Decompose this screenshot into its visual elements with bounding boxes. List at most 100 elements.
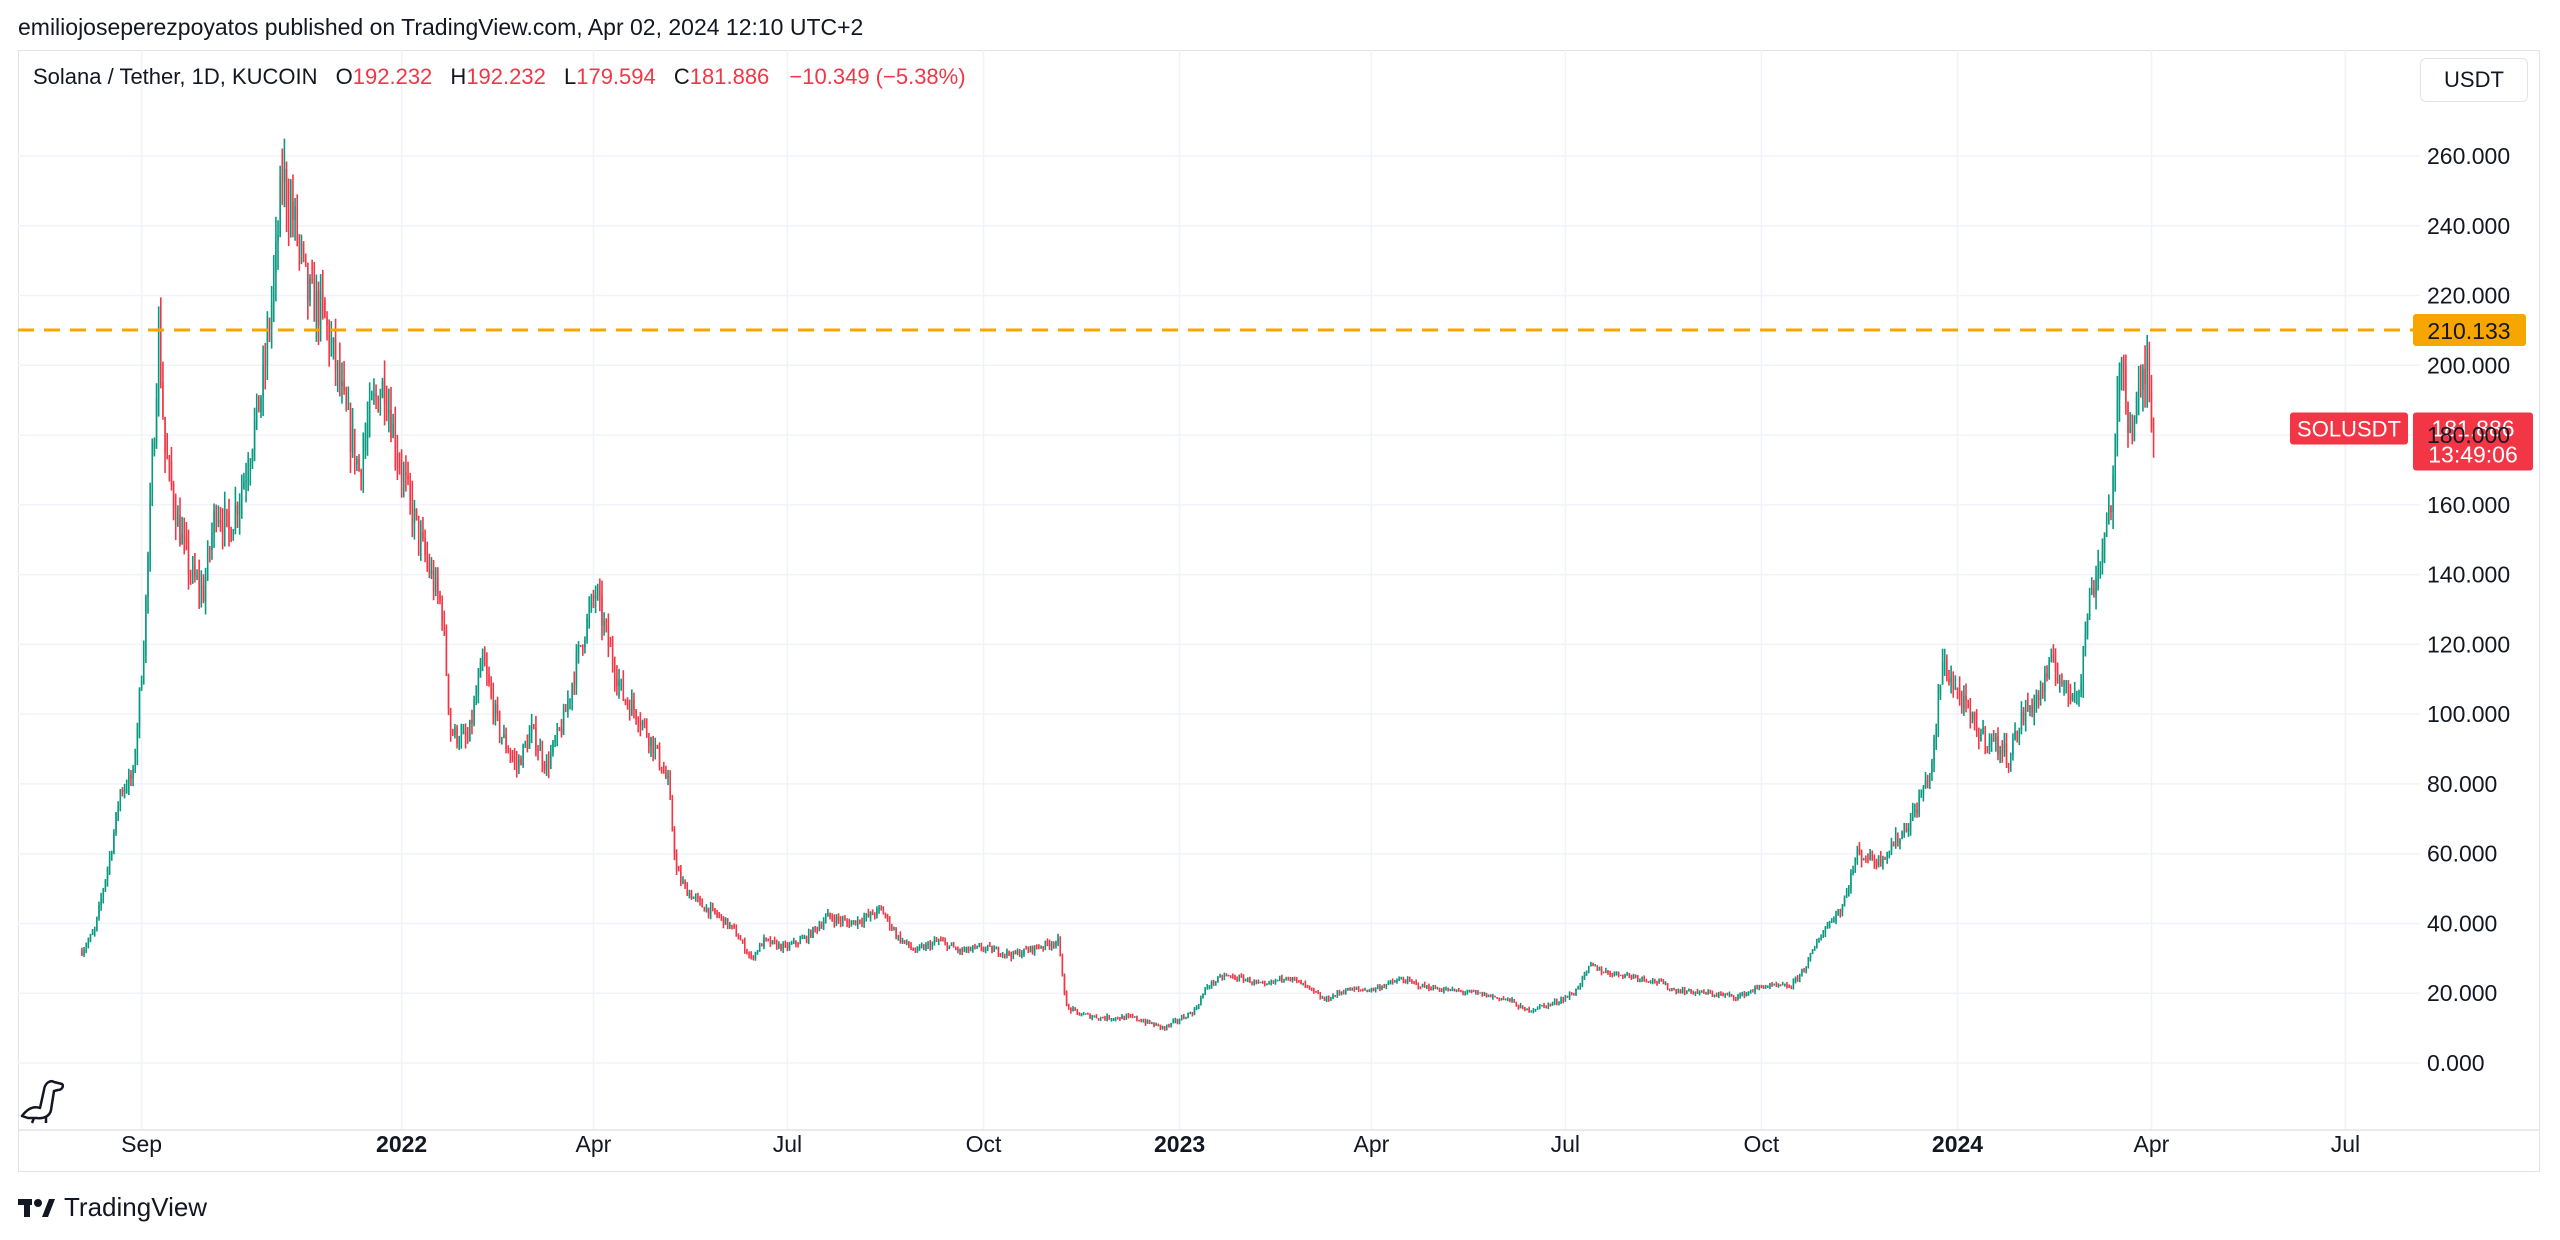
candle-body	[1854, 860, 1856, 871]
candle-body	[569, 699, 571, 701]
candle-body	[663, 772, 665, 774]
x-tick-label: Sep	[121, 1131, 162, 1157]
candle-body	[1270, 981, 1272, 984]
candle-body	[748, 953, 750, 955]
legend-change: −10.349 (−5.38%)	[789, 64, 966, 89]
dino-icon[interactable]	[18, 1070, 68, 1124]
candle-body	[1355, 988, 1358, 990]
candle-body	[648, 735, 650, 747]
candle-body	[1072, 1008, 1074, 1011]
candle-body	[1181, 1016, 1183, 1021]
candle-body	[1539, 1005, 1541, 1009]
candle-body	[1679, 990, 1682, 993]
candle-body	[660, 767, 663, 773]
candle-body	[492, 693, 494, 717]
candle-body	[1837, 911, 1839, 915]
candle-body	[1784, 984, 1786, 986]
candle-body	[136, 727, 139, 756]
candle-body	[268, 328, 271, 330]
candle-body	[1334, 995, 1336, 997]
candle-body	[814, 927, 816, 929]
candle-body	[1620, 975, 1622, 977]
candle-body	[153, 443, 156, 455]
candle-body	[1136, 1016, 1138, 1021]
candle-body	[1856, 849, 1859, 861]
candle-body	[1332, 995, 1334, 999]
candle-body	[1875, 862, 1878, 866]
candle-body	[2118, 370, 2121, 399]
candle-body	[750, 954, 752, 957]
candle-body	[1547, 1003, 1549, 1008]
level-price-tag-bg	[2413, 313, 2526, 346]
candle-body	[550, 752, 552, 768]
candle-body	[1931, 761, 1933, 774]
candle-body	[1575, 988, 1577, 995]
tradingview-logo[interactable]: TradingView	[18, 1192, 207, 1223]
candle-body	[597, 590, 599, 595]
candle-body	[784, 943, 786, 945]
candle-body	[920, 946, 923, 948]
candle-body	[558, 728, 561, 730]
candle-body	[1978, 733, 1980, 742]
candle-body	[1157, 1023, 1159, 1025]
candle-body	[2133, 421, 2136, 441]
candle-body	[991, 946, 993, 952]
candle-body	[592, 596, 595, 599]
candle-body	[959, 949, 961, 952]
candle-body	[488, 674, 490, 684]
candle-body	[599, 590, 601, 596]
candle-body	[183, 533, 185, 537]
candle-body	[490, 683, 492, 694]
legend-high-label: H	[450, 64, 467, 89]
candle-body	[1121, 1016, 1123, 1020]
currency-button[interactable]: USDT	[2420, 58, 2528, 102]
candle-body	[1187, 1013, 1189, 1019]
candle-body	[1564, 996, 1567, 1001]
candle-body	[746, 951, 748, 954]
candle-body	[997, 948, 1000, 955]
candle-body	[1108, 1015, 1110, 1020]
candle-body	[1694, 991, 1697, 994]
candle-body	[270, 301, 273, 329]
candle-body	[1392, 981, 1394, 983]
candle-body	[1212, 981, 1215, 984]
candle-body	[2027, 704, 2029, 710]
candle-body	[168, 458, 171, 461]
candle-body	[942, 940, 944, 942]
candle-body	[1140, 1020, 1142, 1022]
candle-body	[2050, 655, 2052, 662]
candle-body	[1057, 937, 1059, 943]
candle-body	[2082, 648, 2084, 685]
candle-body	[1760, 985, 1763, 987]
legend-close-label: C	[673, 64, 690, 89]
candle-body	[364, 438, 367, 451]
candle-body	[1532, 1009, 1535, 1011]
candle-body	[1758, 985, 1760, 988]
candle-body	[241, 488, 243, 503]
candle-body	[1436, 988, 1439, 990]
candle-body	[543, 763, 546, 770]
candle-body	[1021, 953, 1023, 957]
y-tick-label: 80.000	[2427, 771, 2497, 797]
candle-body	[230, 529, 232, 541]
candle-body	[790, 943, 793, 945]
candle-body	[552, 741, 554, 753]
candle-body	[1364, 989, 1366, 991]
candle-body	[1328, 996, 1330, 1001]
candle-body	[1963, 695, 1965, 710]
candle-body	[565, 710, 567, 713]
candle-body	[955, 947, 957, 949]
x-tick-label: Jul	[773, 1131, 802, 1157]
legend-symbol[interactable]: Solana / Tether, 1D, KUCOIN	[33, 64, 318, 89]
candle-body	[1191, 1013, 1194, 1015]
candle-body	[1543, 1005, 1545, 1007]
candle-body	[1291, 977, 1294, 980]
legend-open-label: O	[335, 64, 353, 89]
candle-body	[445, 630, 448, 675]
candle-body	[1289, 979, 1292, 981]
candle-body	[865, 914, 867, 918]
candle-body	[1973, 712, 1976, 721]
candle-body	[1865, 858, 1867, 860]
candle-body	[1916, 809, 1918, 814]
